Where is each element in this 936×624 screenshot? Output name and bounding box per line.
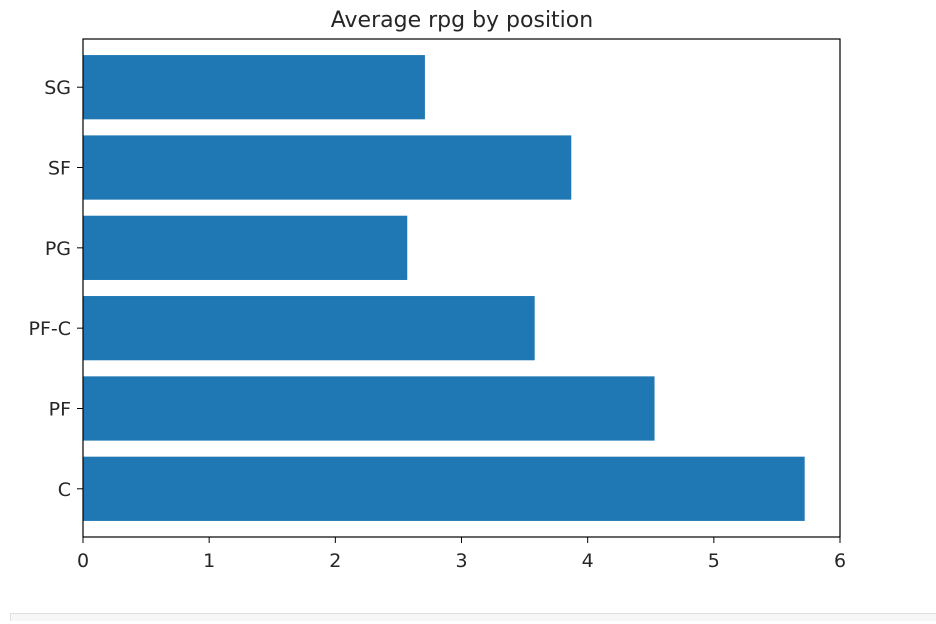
chart-title: Average rpg by position <box>331 8 593 33</box>
y-tick-label: C <box>58 479 71 501</box>
x-tick-label: 3 <box>455 550 467 572</box>
next-cell-strip <box>10 613 936 621</box>
bar-pg <box>83 215 408 280</box>
y-tick-label: PF-C <box>28 318 71 340</box>
x-tick-label: 5 <box>708 550 720 572</box>
bars-group <box>83 55 805 521</box>
x-tick-label: 6 <box>834 550 846 572</box>
y-tick-label: PF <box>49 398 71 420</box>
y-axis: C PF PF-C PG SF SG <box>28 77 83 501</box>
bar-pf <box>83 376 655 441</box>
x-tick-label: 2 <box>329 550 341 572</box>
bar-sf <box>83 135 572 200</box>
x-axis: 0 1 2 3 4 5 6 <box>77 537 846 572</box>
bar-pf-c <box>83 296 535 361</box>
y-tick-label: SG <box>44 77 71 99</box>
x-tick-label: 4 <box>582 550 594 572</box>
x-tick-label: 0 <box>77 550 89 572</box>
x-tick-label: 1 <box>203 550 215 572</box>
y-tick-label: SF <box>48 158 71 180</box>
bar-sg <box>83 55 425 120</box>
bar-c <box>83 456 805 521</box>
y-tick-label: PG <box>45 238 71 260</box>
